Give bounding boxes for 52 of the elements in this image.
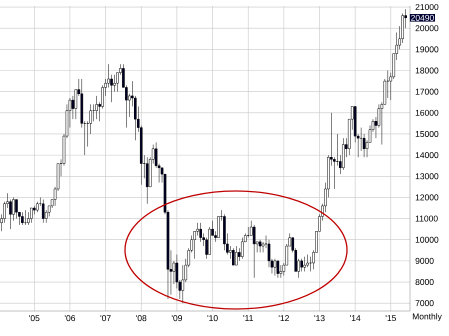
- candlestick: [258, 239, 262, 253]
- candlestick: [15, 199, 18, 219]
- x-tick-label: '14: [350, 315, 360, 321]
- candlestick: [252, 224, 256, 278]
- y-tick-label: 18000: [416, 68, 438, 74]
- candlestick: [280, 264, 282, 278]
- candlestick: [146, 156, 149, 204]
- x-tick-label: '13: [314, 315, 325, 322]
- x-tick-label: '05: [29, 315, 40, 322]
- candlestick: [21, 212, 24, 226]
- candlestick: [95, 96, 98, 120]
- candlestick: [234, 246, 238, 266]
- candlestick: [30, 208, 33, 224]
- y-tick-label: 7000: [416, 300, 434, 306]
- x-tick-label: '11: [243, 315, 253, 321]
- candlestick: [232, 248, 235, 266]
- candlestick: [27, 212, 30, 226]
- candlestick: [300, 258, 303, 272]
- x-tick-label: '08: [136, 315, 146, 322]
- candlestick: [113, 74, 116, 92]
- y-tick-label: 8000: [416, 279, 434, 286]
- y-tick-label: 21000: [416, 4, 438, 10]
- candlestick: [306, 254, 309, 268]
- candlestick: [274, 258, 276, 276]
- y-tick-label: 10000: [416, 236, 438, 243]
- candlestick: [36, 201, 39, 212]
- y-tick-label: 17000: [416, 88, 438, 95]
- x-tick-label: '12: [278, 315, 289, 322]
- x-tick-label: '09: [172, 315, 182, 322]
- x-tick-label: '06: [64, 315, 76, 322]
- candlestick: [196, 222, 200, 236]
- y-tick-label: 14000: [416, 152, 438, 158]
- candlestick: [276, 260, 280, 278]
- y-tick-label: 16000: [416, 110, 438, 116]
- y-tick-label: 12000: [416, 194, 438, 200]
- candlestick: [246, 226, 250, 238]
- y-tick-label: 15000: [416, 130, 438, 137]
- y-tick-label: 13000: [416, 173, 438, 180]
- y-tick-label: 19000: [416, 46, 438, 52]
- candlestick: [240, 237, 244, 260]
- annotation: 20490: [411, 14, 434, 21]
- candlestick: [303, 256, 306, 272]
- x-tick-label: '07: [100, 315, 111, 322]
- candlestick: [342, 138, 345, 170]
- candlestick: [199, 222, 202, 242]
- text: Monthly: [412, 313, 442, 322]
- x-tick-label: '10: [207, 315, 218, 322]
- y-tick-label: 20000: [416, 25, 438, 32]
- y-tick-label: 11000: [416, 216, 438, 222]
- candlestick: [42, 199, 45, 224]
- x-tick-label: '15: [386, 315, 396, 322]
- y-tick-label: 9000: [416, 258, 434, 264]
